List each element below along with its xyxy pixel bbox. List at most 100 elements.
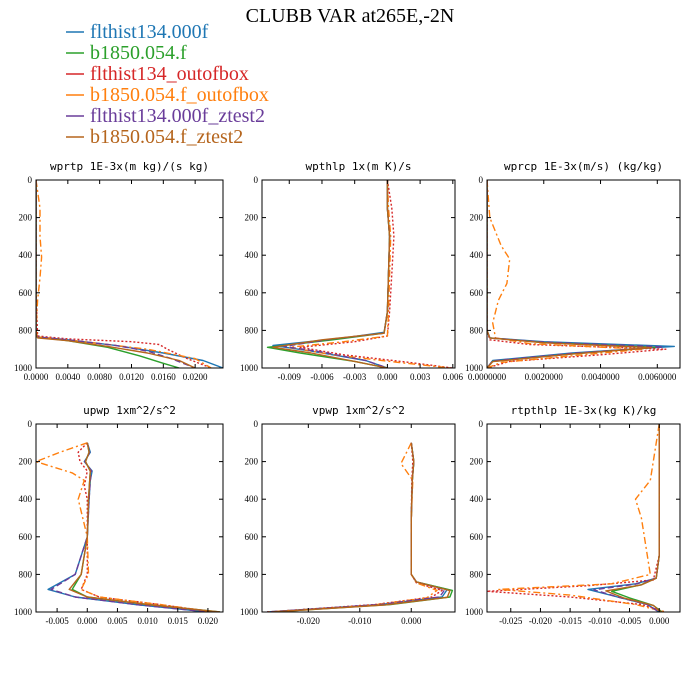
x-tick-label: -0.020 bbox=[529, 616, 553, 626]
y-tick-label: 1000 bbox=[14, 363, 33, 373]
series-line bbox=[487, 180, 653, 368]
x-tick-label: 0.020 bbox=[198, 616, 219, 626]
x-tick-label: -0.003 bbox=[343, 372, 367, 382]
series-line bbox=[267, 442, 446, 612]
panel-title: upwp 1xm^2/s^2 bbox=[83, 404, 176, 417]
y-tick-label: 1000 bbox=[240, 363, 259, 373]
x-tick-label: -0.010 bbox=[588, 616, 612, 626]
legend-entry: b1850.054.f bbox=[90, 42, 187, 64]
x-tick-label: -0.005 bbox=[618, 616, 642, 626]
y-tick-label: 0 bbox=[479, 419, 484, 429]
x-tick-label: -0.010 bbox=[348, 616, 372, 626]
series-line bbox=[36, 180, 212, 368]
x-tick-label: 0.015 bbox=[168, 616, 189, 626]
x-tick-label: 0.010 bbox=[137, 616, 158, 626]
y-tick-label: 800 bbox=[19, 325, 33, 335]
x-tick-label: -0.009 bbox=[278, 372, 302, 382]
y-tick-label: 400 bbox=[470, 250, 484, 260]
x-tick-label: 0.006 bbox=[443, 372, 464, 382]
y-tick-label: 1000 bbox=[240, 607, 259, 617]
series-line bbox=[487, 180, 644, 368]
y-tick-label: 200 bbox=[245, 457, 259, 467]
y-tick-label: 200 bbox=[19, 457, 33, 467]
y-tick-label: 0 bbox=[254, 419, 259, 429]
x-tick-label: 0.003 bbox=[410, 372, 431, 382]
plot-frame bbox=[261, 179, 456, 369]
x-tick-label: -0.025 bbox=[499, 616, 523, 626]
chart-panel-2: wpthlp 1x(m K)/s02004006008001000-0.009-… bbox=[240, 160, 463, 382]
y-tick-label: 400 bbox=[19, 250, 33, 260]
x-tick-label: 0.000 bbox=[401, 616, 422, 626]
y-tick-label: 400 bbox=[19, 494, 33, 504]
series-line bbox=[71, 442, 221, 612]
x-tick-label: 0.0060000 bbox=[638, 372, 677, 382]
series-group bbox=[487, 180, 675, 368]
plot-frame bbox=[261, 423, 456, 613]
panel-title: wprtp 1E-3x(m kg)/(s kg) bbox=[50, 160, 209, 173]
series-group bbox=[266, 180, 453, 368]
y-tick-label: 200 bbox=[470, 213, 484, 223]
chart-panel-3: wprcp 1E-3x(m/s) (kg/kg) 0 200 400 600 800 100… bbox=[465, 160, 681, 382]
panels: wprtp 1E-3x(m kg)/(s kg) 0 200 400 600 800 100… bbox=[14, 160, 681, 626]
y-tick-label: 800 bbox=[245, 325, 259, 335]
x-tick-label: 0.0160 bbox=[151, 372, 176, 382]
plot-frame bbox=[486, 179, 681, 369]
panel-title: wprcp 1E-3x(m/s) (kg/kg) bbox=[504, 160, 663, 173]
chart-panel-1: wprtp 1E-3x(m kg)/(s kg) 0 200 400 600 800 100… bbox=[14, 160, 224, 382]
y-tick-label: 0 bbox=[254, 175, 259, 185]
y-tick-label: 800 bbox=[245, 569, 259, 579]
series-line bbox=[272, 442, 454, 612]
plot-frame bbox=[35, 423, 224, 613]
x-tick-label: -0.020 bbox=[297, 616, 321, 626]
plot-frame bbox=[486, 423, 681, 613]
y-tick-label: 800 bbox=[19, 569, 33, 579]
legend-entry: b1850.054.f_outofbox bbox=[90, 84, 269, 106]
series-line bbox=[487, 180, 667, 368]
x-tick-label: 0.0040000 bbox=[581, 372, 620, 382]
legend-entry: flthist134.000f_ztest2 bbox=[90, 105, 265, 127]
y-tick-label: 0 bbox=[28, 419, 33, 429]
y-tick-label: 400 bbox=[470, 494, 484, 504]
chart-panel-6: rtpthlp 1E-3x(kg K)/kg 0 200 400 600 800 1000 -… bbox=[465, 404, 681, 626]
y-tick-label: 600 bbox=[245, 288, 259, 298]
series-line bbox=[272, 442, 451, 612]
x-tick-label: 0.000 bbox=[649, 616, 670, 626]
x-tick-label: 0.000 bbox=[377, 372, 398, 382]
series-line bbox=[288, 180, 451, 368]
x-tick-label: -0.006 bbox=[310, 372, 334, 382]
series-line bbox=[36, 180, 196, 368]
x-tick-label: 0.000 bbox=[77, 616, 98, 626]
y-tick-label: 0 bbox=[479, 175, 484, 185]
y-tick-label: 600 bbox=[19, 288, 33, 298]
series-line bbox=[36, 442, 215, 612]
y-tick-label: 400 bbox=[245, 250, 259, 260]
series-group bbox=[36, 442, 221, 612]
chart-panel-5: vpwp 1xm^2/s^2 0 200 400 600 800 1000 -0.020 -0.… bbox=[240, 404, 456, 626]
x-tick-label: 0.0020000 bbox=[525, 372, 564, 382]
legend-entry: flthist134.000f bbox=[90, 21, 209, 43]
y-tick-label: 400 bbox=[245, 494, 259, 504]
legend: flthist134.000fb1850.054.fflthist134_out… bbox=[66, 21, 269, 148]
legend-entry: flthist134_outofbox bbox=[90, 63, 249, 85]
series-group bbox=[487, 424, 666, 612]
x-tick-label: 0.005 bbox=[107, 616, 128, 626]
chart-panel-4: upwp 1xm^2/s^2 0 200 400 600 800 1000 -0.005 0.0… bbox=[14, 404, 224, 626]
y-tick-label: 1000 bbox=[14, 607, 33, 617]
x-tick-label: 0.0000000 bbox=[468, 372, 507, 382]
x-tick-label: 0.0000 bbox=[24, 372, 49, 382]
series-line bbox=[267, 442, 443, 612]
y-tick-label: 1000 bbox=[465, 607, 484, 617]
y-tick-label: 1000 bbox=[465, 363, 484, 373]
panel-title: wpthlp 1x(m K)/s bbox=[306, 160, 412, 173]
y-tick-label: 600 bbox=[19, 532, 33, 542]
series-line bbox=[267, 442, 448, 612]
y-tick-label: 800 bbox=[470, 325, 484, 335]
panel-title: vpwp 1xm^2/s^2 bbox=[312, 404, 405, 417]
series-line bbox=[605, 424, 662, 612]
x-tick-label: 0.0080 bbox=[87, 372, 112, 382]
y-tick-label: 600 bbox=[470, 532, 484, 542]
x-tick-label: -0.005 bbox=[45, 616, 69, 626]
y-tick-label: 800 bbox=[470, 569, 484, 579]
x-tick-label: -0.015 bbox=[559, 616, 583, 626]
